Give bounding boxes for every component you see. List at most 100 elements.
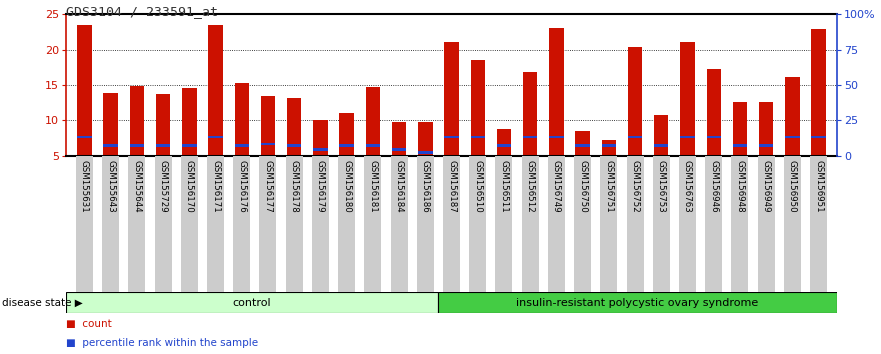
Bar (339, 144, 354, 147)
FancyBboxPatch shape (102, 156, 119, 292)
Bar (733, 144, 747, 147)
Text: GSM156511: GSM156511 (500, 160, 508, 213)
Text: GSM156171: GSM156171 (211, 160, 220, 213)
FancyBboxPatch shape (438, 292, 837, 313)
Bar (130, 144, 144, 147)
FancyBboxPatch shape (574, 156, 591, 292)
Bar (602, 144, 616, 147)
Bar (287, 144, 301, 147)
Bar (602, 140, 616, 156)
Text: GDS3104 / 233591_at: GDS3104 / 233591_at (66, 5, 218, 18)
FancyBboxPatch shape (365, 156, 381, 292)
FancyBboxPatch shape (390, 156, 408, 292)
Bar (130, 86, 144, 156)
Bar (314, 120, 328, 156)
Text: GSM156949: GSM156949 (762, 160, 771, 212)
Bar (523, 136, 537, 138)
Text: GSM155729: GSM155729 (159, 160, 167, 212)
Text: GSM156179: GSM156179 (316, 160, 325, 212)
Text: GSM156170: GSM156170 (185, 160, 194, 213)
Text: GSM156750: GSM156750 (578, 160, 587, 213)
FancyBboxPatch shape (259, 156, 277, 292)
FancyBboxPatch shape (443, 156, 460, 292)
FancyBboxPatch shape (312, 156, 329, 292)
Bar (103, 144, 118, 147)
Bar (523, 72, 537, 156)
Text: GSM156181: GSM156181 (368, 160, 377, 213)
FancyBboxPatch shape (679, 156, 696, 292)
Bar (785, 136, 800, 138)
Text: GSM156187: GSM156187 (447, 160, 456, 213)
Bar (392, 122, 406, 156)
FancyBboxPatch shape (705, 156, 722, 292)
FancyBboxPatch shape (66, 292, 438, 313)
Bar (418, 151, 433, 154)
Bar (287, 98, 301, 156)
FancyBboxPatch shape (626, 156, 644, 292)
Bar (680, 42, 695, 156)
Bar (497, 129, 511, 156)
Text: GSM156178: GSM156178 (290, 160, 299, 213)
FancyBboxPatch shape (76, 156, 93, 292)
Bar (811, 29, 825, 156)
Text: GSM156948: GSM156948 (736, 160, 744, 212)
Bar (680, 136, 695, 138)
Text: GSM155643: GSM155643 (106, 160, 115, 213)
Bar (470, 136, 485, 138)
Bar (156, 94, 170, 156)
Bar (103, 93, 118, 156)
Text: GSM156180: GSM156180 (342, 160, 352, 213)
Text: GSM156186: GSM156186 (421, 160, 430, 213)
FancyBboxPatch shape (417, 156, 433, 292)
Text: GSM156176: GSM156176 (237, 160, 247, 213)
FancyBboxPatch shape (810, 156, 827, 292)
FancyBboxPatch shape (653, 156, 670, 292)
Bar (182, 88, 196, 156)
Text: control: control (233, 298, 271, 308)
FancyBboxPatch shape (338, 156, 355, 292)
Text: insulin-resistant polycystic ovary syndrome: insulin-resistant polycystic ovary syndr… (516, 298, 759, 308)
FancyBboxPatch shape (731, 156, 749, 292)
FancyBboxPatch shape (154, 156, 172, 292)
Bar (628, 47, 642, 156)
Bar (497, 144, 511, 147)
FancyBboxPatch shape (233, 156, 250, 292)
FancyBboxPatch shape (207, 156, 224, 292)
FancyBboxPatch shape (470, 156, 486, 292)
Bar (366, 144, 380, 147)
Text: GSM156177: GSM156177 (263, 160, 272, 213)
Bar (759, 144, 774, 147)
Bar (339, 113, 354, 156)
Bar (366, 87, 380, 156)
Text: GSM156749: GSM156749 (552, 160, 561, 212)
Bar (811, 136, 825, 138)
FancyBboxPatch shape (784, 156, 801, 292)
Text: GSM156951: GSM156951 (814, 160, 823, 212)
Text: GSM156753: GSM156753 (656, 160, 666, 213)
Bar (575, 131, 589, 156)
Bar (234, 83, 249, 156)
Bar (785, 77, 800, 156)
Text: GSM156763: GSM156763 (683, 160, 692, 213)
Bar (156, 144, 170, 147)
Text: GSM155644: GSM155644 (132, 160, 141, 213)
Bar (549, 136, 564, 138)
Text: disease state ▶: disease state ▶ (2, 298, 83, 308)
FancyBboxPatch shape (495, 156, 513, 292)
Text: GSM155631: GSM155631 (80, 160, 89, 213)
Bar (314, 148, 328, 151)
Bar (208, 136, 223, 138)
Bar (392, 148, 406, 151)
Bar (234, 144, 249, 147)
Bar (549, 28, 564, 156)
FancyBboxPatch shape (522, 156, 538, 292)
Bar (261, 143, 275, 145)
Bar (654, 115, 669, 156)
Bar (444, 42, 459, 156)
Bar (733, 102, 747, 156)
Bar (78, 136, 92, 138)
Text: GSM156752: GSM156752 (631, 160, 640, 213)
FancyBboxPatch shape (181, 156, 198, 292)
Text: GSM156512: GSM156512 (526, 160, 535, 213)
Bar (628, 136, 642, 138)
